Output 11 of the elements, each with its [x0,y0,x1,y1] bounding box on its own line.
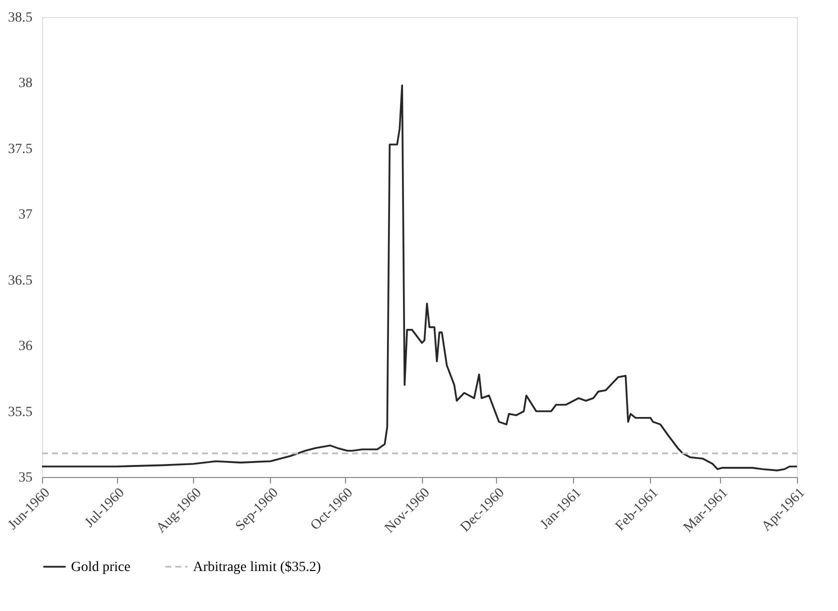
y-tick-label: 36.5 [8,273,32,288]
legend-label: Arbitrage limit ($35.2) [193,560,322,575]
y-tick-label: 36 [18,339,32,354]
y-tick-label: 38 [18,76,32,92]
legend-label: Gold price [71,560,130,575]
y-tick-label: 37 [18,208,32,223]
y-tick-label: 37.5 [8,142,32,157]
line-series [42,84,797,472]
y-tick-label: 35.5 [8,404,32,420]
y-tick-label: 38.5 [8,10,32,26]
y-tick-label: 35 [18,470,32,486]
